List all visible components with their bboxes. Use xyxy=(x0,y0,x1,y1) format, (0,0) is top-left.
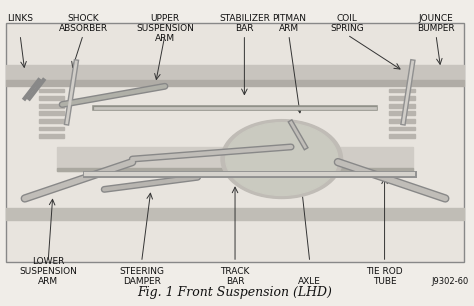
Text: COIL
SPRING: COIL SPRING xyxy=(330,13,364,33)
Bar xyxy=(39,127,64,130)
Text: LINKS: LINKS xyxy=(7,13,33,23)
Circle shape xyxy=(226,123,338,196)
Text: TIE ROD
TUBE: TIE ROD TUBE xyxy=(366,267,403,286)
FancyBboxPatch shape xyxy=(6,23,464,262)
Bar xyxy=(389,89,415,92)
Text: J9302-60: J9302-60 xyxy=(431,278,469,286)
Text: SHOCK
ABSORBER: SHOCK ABSORBER xyxy=(59,13,108,33)
Text: TRACK
BAR: TRACK BAR xyxy=(220,267,250,286)
Circle shape xyxy=(221,120,343,199)
Text: LOWER
SUSPENSION
ARM: LOWER SUSPENSION ARM xyxy=(19,257,77,286)
Text: AXLE: AXLE xyxy=(298,278,321,286)
Bar xyxy=(39,96,64,100)
Bar xyxy=(389,104,415,107)
Bar xyxy=(6,65,464,80)
Bar xyxy=(57,168,412,171)
Bar xyxy=(39,104,64,107)
Bar xyxy=(39,134,64,138)
Bar xyxy=(389,111,415,115)
Text: PITMAN
ARM: PITMAN ARM xyxy=(272,13,306,33)
Bar xyxy=(39,89,64,92)
Text: Fig. 1 Front Suspension (LHD): Fig. 1 Front Suspension (LHD) xyxy=(137,286,332,299)
Bar xyxy=(39,111,64,115)
Bar xyxy=(6,207,464,220)
Bar xyxy=(57,147,412,171)
Text: STABILIZER
BAR: STABILIZER BAR xyxy=(219,13,270,33)
Text: UPPER
SUSPENSION
ARM: UPPER SUSPENSION ARM xyxy=(136,13,194,43)
Bar xyxy=(389,96,415,100)
Bar xyxy=(389,119,415,123)
Bar xyxy=(389,127,415,130)
Text: JOUNCE
BUMPER: JOUNCE BUMPER xyxy=(417,13,455,33)
Bar xyxy=(389,134,415,138)
Bar xyxy=(39,119,64,123)
Bar xyxy=(6,80,464,86)
Text: STEERING
DAMPER: STEERING DAMPER xyxy=(119,267,164,286)
